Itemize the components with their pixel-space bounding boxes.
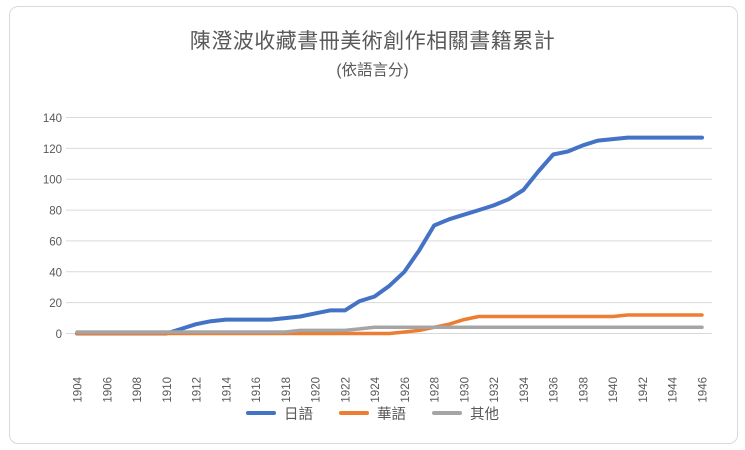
x-axis-label: 1908: [132, 377, 144, 403]
y-axis-label: 140: [43, 113, 62, 125]
legend-label-japanese: 日語: [284, 406, 313, 423]
x-axis-label: 1924: [370, 376, 382, 402]
legend-label-other: 其他: [470, 406, 499, 423]
y-axis-label: 60: [49, 236, 62, 248]
y-axis-label: 20: [49, 298, 62, 310]
chart-subtitle: (依語言分): [336, 62, 409, 79]
x-axis-label: 1936: [549, 377, 561, 403]
x-axis-label: 1942: [638, 377, 650, 403]
legend-item-mandarin[interactable]: 華語: [339, 403, 406, 424]
y-axis-label: 40: [49, 267, 62, 279]
legend-item-japanese[interactable]: 日語: [246, 403, 313, 424]
x-axis-label: 1910: [162, 377, 174, 403]
x-axis-label: 1940: [608, 377, 620, 403]
x-axis-label: 1912: [192, 377, 204, 403]
y-axis-label: 120: [43, 144, 62, 156]
y-axis-label: 100: [43, 175, 62, 187]
x-axis-label: 1916: [251, 377, 263, 403]
chart-frame: [9, 6, 738, 444]
legend-swatch-other: [432, 411, 462, 415]
legend-swatch-japanese: [246, 411, 276, 415]
y-axis-label: 80: [49, 206, 62, 218]
x-axis-label: 1934: [519, 376, 531, 402]
series-line-japanese: [75, 135, 704, 336]
x-axis-label: 1938: [578, 377, 590, 403]
y-axis-label: 0: [56, 329, 62, 341]
x-axis-label: 1946: [698, 377, 710, 403]
legend-label-mandarin: 華語: [377, 406, 406, 423]
chart-title: 陳澄波收藏書冊美術創作相關書籍累計: [189, 30, 556, 53]
x-axis-label: 1906: [102, 377, 114, 403]
x-axis-label: 1926: [400, 377, 412, 403]
legend-item-other[interactable]: 其他: [432, 403, 499, 424]
series-line-other: [75, 325, 704, 334]
x-axis-label: 1932: [489, 377, 501, 403]
x-axis-label: 1904: [73, 376, 85, 402]
x-axis-label: 1920: [311, 377, 323, 403]
legend-swatch-mandarin: [339, 411, 369, 415]
x-axis-label: 1922: [340, 377, 352, 403]
x-axis-label: 1928: [430, 377, 442, 403]
x-axis-label: 1944: [668, 376, 680, 402]
x-axis-label: 1930: [459, 377, 471, 403]
chart-legend: 日語 華語 其他: [0, 401, 745, 425]
x-axis-label: 1918: [281, 377, 293, 403]
x-axis-label: 1914: [221, 376, 233, 402]
